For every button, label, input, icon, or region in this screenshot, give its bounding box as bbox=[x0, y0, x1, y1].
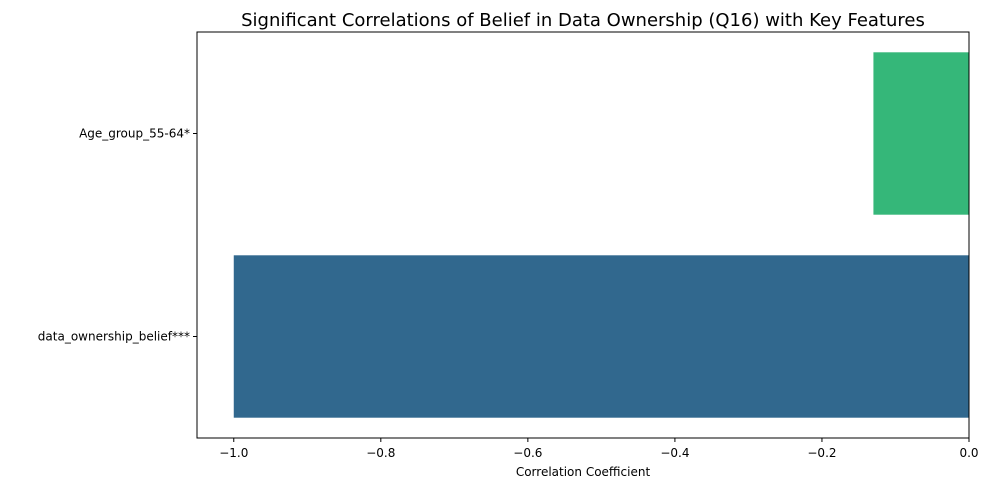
bar-0 bbox=[873, 52, 969, 215]
x-tick-label-2: −0.6 bbox=[513, 446, 542, 460]
plot-frame bbox=[196, 31, 970, 439]
x-tick-label-1: −0.8 bbox=[366, 446, 395, 460]
x-axis: −1.0 −0.8 −0.6 −0.4 −0.2 0.0 bbox=[219, 438, 979, 460]
y-tick-label-1: data_ownership_belief*** bbox=[38, 330, 190, 344]
chart-title: Significant Correlations of Belief in Da… bbox=[241, 10, 925, 31]
x-tick-label-5: 0.0 bbox=[959, 446, 978, 460]
x-tick-label-4: −0.2 bbox=[807, 446, 836, 460]
y-axis: Age_group_55-64* data_ownership_belief*** bbox=[38, 127, 197, 344]
x-tick-label-0: −1.0 bbox=[219, 446, 248, 460]
x-axis-label: Correlation Coefficient bbox=[516, 465, 651, 479]
bars-group bbox=[233, 52, 969, 418]
y-tick-label-0: Age_group_55-64* bbox=[79, 127, 190, 141]
x-tick-label-3: −0.4 bbox=[660, 446, 689, 460]
bar-1 bbox=[233, 255, 969, 418]
